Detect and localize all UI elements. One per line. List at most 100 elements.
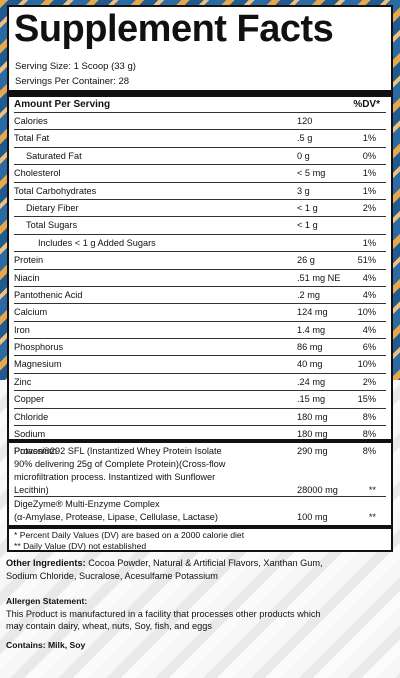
nutrient-name: Total Carbohydrates xyxy=(14,185,97,196)
divider-blend xyxy=(9,439,391,443)
panel-title: Supplement Facts xyxy=(14,8,334,50)
nutrient-dv: 4% xyxy=(362,324,376,335)
divider-footnote xyxy=(9,525,391,529)
nutrient-dv: 0% xyxy=(362,150,376,161)
nutrient-amount: 180 mg xyxy=(297,429,328,440)
nutrient-dv: 6% xyxy=(362,342,376,353)
nutrient-amount: 1.4 mg xyxy=(297,324,326,335)
nutrient-amount: 290 mg xyxy=(297,446,328,457)
nutrient-row: Copper .15 mg 15% xyxy=(14,390,386,407)
nutrient-row: Zinc .24 mg 2% xyxy=(14,372,386,390)
nutrient-dv: 10% xyxy=(357,307,376,318)
nutrient-name: Dietary Fiber xyxy=(26,202,79,213)
nutrient-amount: < 1 g xyxy=(297,202,318,213)
blend-digezyme-amount: 100 mg xyxy=(297,512,328,522)
nutrient-dv: 8% xyxy=(362,446,376,457)
footnote-not-established: ** Daily Value (DV) not established xyxy=(14,541,147,551)
nutrient-dv: 1% xyxy=(362,133,376,144)
nutrient-amount: .51 mg NE xyxy=(297,272,341,283)
nutrient-row: Total Carbohydrates 3 g 1% xyxy=(14,181,386,199)
other-ingredients-label: Other Ingredients: xyxy=(6,558,86,568)
nutrient-name: Potassium xyxy=(14,446,57,457)
nutrient-name: Zinc xyxy=(14,376,32,387)
nutrient-amount: 180 mg xyxy=(297,411,328,422)
nutrient-amount: 124 mg xyxy=(297,307,328,318)
nutrient-row: Magnesium 40 mg 10% xyxy=(14,355,386,372)
nutrient-amount: 86 mg xyxy=(297,342,323,353)
nutrient-dv: 2% xyxy=(362,376,376,387)
nutrient-row: Includes < 1 g Added Sugars 1% xyxy=(14,233,386,251)
dv-label: %DV* xyxy=(353,99,380,110)
footnote-dv: * Percent Daily Values (DV) are based on… xyxy=(14,530,245,540)
blend-provon-line: microfiltration process. Instantized wit… xyxy=(14,472,216,482)
nutrient-row: Protein 26 g 51% xyxy=(14,251,386,268)
nutrient-row: Total Fat .5 g 1% xyxy=(14,129,386,146)
nutrient-row: Dietary Fiber < 1 g 2% xyxy=(14,198,386,216)
nutrient-name: Protein xyxy=(14,255,44,266)
other-ingredients: Other Ingredients: Cocoa Powder, Natural… xyxy=(6,557,323,582)
nutrient-amount: < 1 g xyxy=(297,220,318,231)
nutrient-row: Calcium 124 mg 10% xyxy=(14,303,386,320)
nutrient-dv: 8% xyxy=(362,411,376,422)
nutrient-row: Iron 1.4 mg 4% xyxy=(14,320,386,338)
nutrient-row: Sodium 180 mg 8% xyxy=(14,425,386,442)
nutrient-dv: 1% xyxy=(362,237,376,248)
nutrient-row: Cholesterol < 5 mg 1% xyxy=(14,164,386,181)
allergen-label: Allergen Statement: xyxy=(6,596,88,606)
nutrient-name: Sodium xyxy=(14,429,46,440)
blend-provon-amount: 28000 mg xyxy=(297,485,338,495)
blend-digezyme-line: (α-Amylase, Protease, Lipase, Cellulase,… xyxy=(14,512,218,522)
contains-statement: Contains: Milk, Soy xyxy=(6,640,86,650)
nutrient-dv: 2% xyxy=(362,202,376,213)
nutrient-amount: .5 g xyxy=(297,133,313,144)
nutrient-name: Calories xyxy=(14,116,48,126)
nutrient-name: Niacin xyxy=(14,272,40,283)
nutrient-name: Pantothenic Acid xyxy=(14,289,83,300)
nutrient-row: Calories 120 xyxy=(14,112,386,129)
blend-provon-line: Lecithin) xyxy=(14,485,49,495)
other-ingredients-text: Cocoa Powder, Natural & Artificial Flavo… xyxy=(85,558,323,568)
nutrient-amount: .2 mg xyxy=(297,289,320,300)
nutrient-dv: 1% xyxy=(362,185,376,196)
nutrient-amount: 3 g xyxy=(297,185,310,196)
nutrient-row: Total Sugars < 1 g xyxy=(14,216,386,233)
nutrient-rows: Calories 120 Total Fat .5 g 1% Saturated Fat 0… xyxy=(14,112,386,460)
serving-size: Serving Size: 1 Scoop (33 g) xyxy=(15,61,136,72)
nutrient-dv: 51% xyxy=(357,255,376,266)
blend-provon-line: 90% delivering 25g of Complete Protein)(… xyxy=(14,459,226,469)
nutrient-amount: < 5 mg xyxy=(297,168,326,179)
blend-digezyme-line: DigeZyme® Multi-Enzyme Complex xyxy=(14,499,160,509)
divider-thin xyxy=(14,496,386,497)
nutrient-name: Cholesterol xyxy=(14,168,61,179)
nutrient-name: Magnesium xyxy=(14,359,62,370)
servings-per-container: Servings Per Container: 28 xyxy=(15,76,130,87)
nutrient-amount: .24 mg xyxy=(297,376,326,387)
nutrient-amount: .15 mg xyxy=(297,394,326,405)
blend-provon: Provon®292 SFL (Instantized Whey Protein… xyxy=(14,445,386,497)
table-header: Amount Per Serving %DV* xyxy=(14,97,386,111)
nutrient-amount: 26 g xyxy=(297,255,315,266)
nutrient-name: Saturated Fat xyxy=(26,150,82,161)
nutrient-row: Niacin .51 mg NE 4% xyxy=(14,268,386,286)
nutrient-row: Pantothenic Acid .2 mg 4% xyxy=(14,285,386,303)
divider-thick xyxy=(9,90,391,97)
nutrient-name: Iron xyxy=(14,324,30,335)
nutrient-amount: 40 mg xyxy=(297,359,323,370)
other-ingredients-text-2: Sodium Chloride, Sucralose, Acesulfame P… xyxy=(6,570,218,581)
nutrient-dv: 4% xyxy=(362,289,376,300)
supplement-facts-panel: Supplement Facts Serving Size: 1 Scoop (… xyxy=(7,5,393,552)
nutrient-name: Total Sugars xyxy=(26,220,78,231)
nutrient-amount: 0 g xyxy=(297,150,310,161)
nutrient-name: Total Fat xyxy=(14,133,50,144)
blend-provon-line: Provon®292 SFL (Instantized Whey Protein… xyxy=(14,446,222,456)
amount-per-serving-label: Amount Per Serving xyxy=(14,99,111,110)
nutrient-amount: 120 xyxy=(297,116,313,126)
nutrient-row: Saturated Fat 0 g 0% xyxy=(14,146,386,164)
nutrient-dv: 1% xyxy=(362,168,376,179)
nutrient-dv: 15% xyxy=(357,394,376,405)
allergen-statement: Allergen Statement: This Product is manu… xyxy=(6,595,321,633)
nutrient-dv: 10% xyxy=(357,359,376,370)
blend-digezyme-dv: ** xyxy=(368,512,376,522)
allergen-text-2: may contain dairy, wheat, nuts, Soy, fis… xyxy=(6,621,212,631)
nutrient-name: Calcium xyxy=(14,307,48,318)
